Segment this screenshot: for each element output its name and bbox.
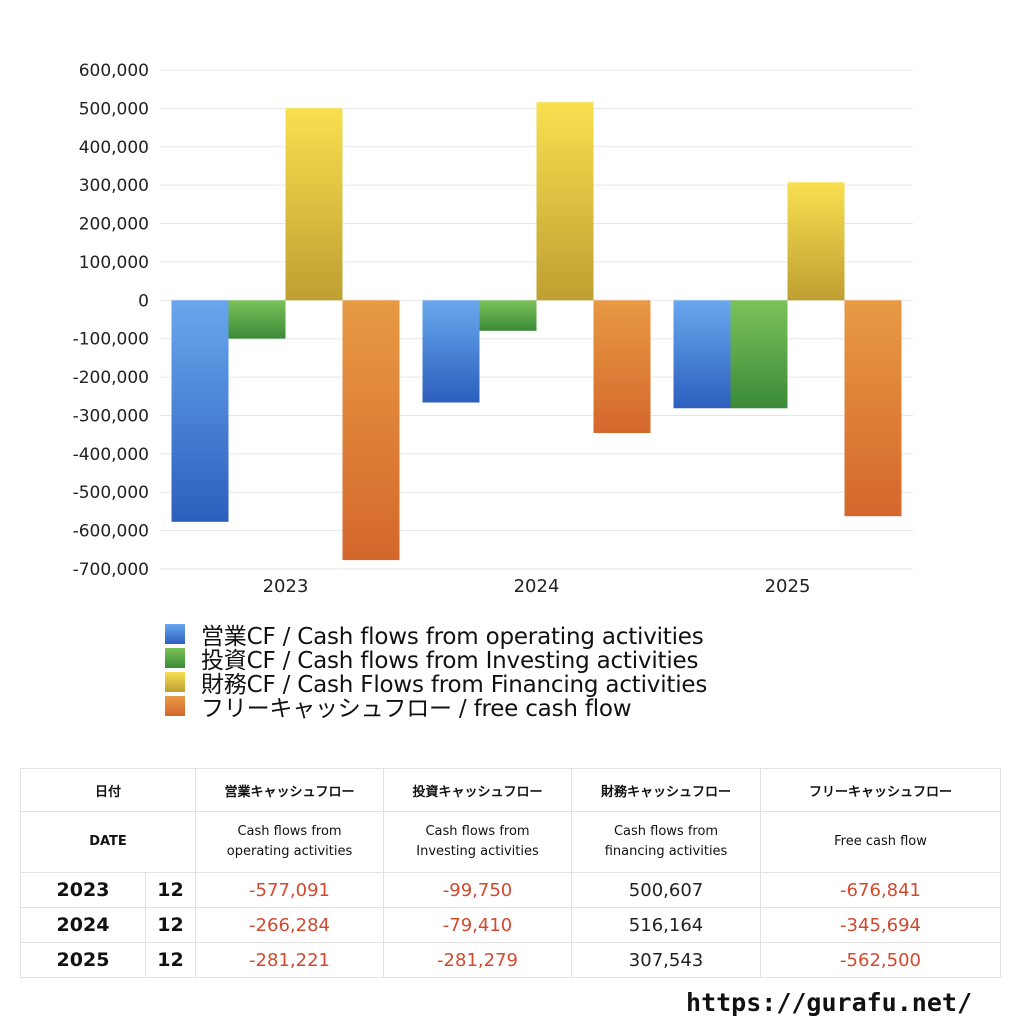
bar-investing-2025 <box>730 300 788 409</box>
row-financing: 516,164 <box>571 907 762 943</box>
legend-item-operating: 営業CF / Cash flows from operating activit… <box>165 622 707 650</box>
bar-operating-2023 <box>171 300 229 522</box>
x-tick-label: 2024 <box>514 576 560 597</box>
legend-swatch-financing <box>165 672 185 692</box>
row-year: 2025 <box>20 942 146 978</box>
table-header-jp: 日付 営業キャッシュフロー 投資キャッシュフロー 財務キャッシュフロー フリーキ… <box>19 768 1002 812</box>
legend-item-financing: 財務CF / Cash Flows from Financing activit… <box>165 670 707 698</box>
row-month: 12 <box>144 942 197 978</box>
row-month: 12 <box>144 872 197 908</box>
header-date-en: DATE <box>19 811 197 873</box>
y-tick-label: 300,000 <box>79 176 149 196</box>
row-fcf: -676,841 <box>760 872 1002 908</box>
y-tick-label: 0 <box>138 291 149 311</box>
row-fcf: -562,500 <box>760 942 1002 978</box>
bar-operating-2025 <box>673 300 731 409</box>
y-tick-label: -600,000 <box>73 522 149 542</box>
y-tick-label: -500,000 <box>73 483 149 503</box>
row-month: 12 <box>144 907 197 943</box>
cash-flow-bar-chart: 600,000 500,000 400,000 300,000 200,000 100,0… <box>73 61 913 597</box>
row-year: 2024 <box>20 907 146 943</box>
y-tick-label: 200,000 <box>79 215 149 235</box>
bar-free-cash-flow-2023 <box>342 300 400 561</box>
x-tick-label: 2023 <box>263 576 309 597</box>
row-fcf: -345,694 <box>760 907 1002 943</box>
legend-label-financing: 財務CF / Cash Flows from Financing activit… <box>201 672 708 698</box>
header-fcf-en: Free cash flow <box>760 811 1002 873</box>
y-tick-label: 400,000 <box>79 138 149 158</box>
row-operating: -266,284 <box>195 907 385 943</box>
row-year: 2023 <box>20 872 146 908</box>
y-tick-label: 100,000 <box>79 253 149 273</box>
header-fcf-jp: フリーキャッシュフロー <box>760 768 1002 812</box>
header-investing-en: Cash flows from Investing activities <box>383 811 573 873</box>
row-financing: 500,607 <box>571 872 762 908</box>
y-tick-label: -300,000 <box>73 406 149 426</box>
y-tick-label: -200,000 <box>73 368 149 388</box>
row-investing: -99,750 <box>383 872 573 908</box>
y-axis-ticks: 600,000 500,000 400,000 300,000 200,000 100,0… <box>73 61 149 580</box>
x-axis-ticks: 2023 2024 2025 <box>263 576 811 597</box>
table-header-en: DATE Cash flows from operating activitie… <box>19 811 1002 873</box>
row-investing: -79,410 <box>383 907 573 943</box>
legend-item-free-cash-flow: フリーキャッシュフロー / free cash flow <box>165 694 707 722</box>
row-financing: 307,543 <box>571 942 762 978</box>
bar-financing-2024 <box>536 102 594 301</box>
bar-operating-2024 <box>422 300 480 403</box>
row-operating: -281,221 <box>195 942 385 978</box>
bar-free-cash-flow-2025 <box>844 300 902 517</box>
y-tick-label: -700,000 <box>73 560 149 580</box>
legend-label-operating: 営業CF / Cash flows from operating activit… <box>201 624 704 650</box>
header-date-jp: 日付 <box>19 768 197 812</box>
y-tick-label: 500,000 <box>79 99 149 119</box>
y-tick-label: -400,000 <box>73 445 149 465</box>
legend-swatch-free-cash-flow <box>165 696 185 716</box>
bar-financing-2025 <box>787 182 845 301</box>
table-row: 2024 12 -266,284 -79,410 516,164 -345,69… <box>20 907 1002 943</box>
bar-investing-2024 <box>479 300 537 331</box>
bar-investing-2023 <box>228 300 286 339</box>
row-operating: -577,091 <box>195 872 385 908</box>
legend-label-free-cash-flow: フリーキャッシュフロー / free cash flow <box>201 696 632 722</box>
site-url: https://gurafu.net/ <box>686 988 972 1017</box>
header-financing-jp: 財務キャッシュフロー <box>571 768 762 812</box>
table-row: 2025 12 -281,221 -281,279 307,543 -562,5… <box>20 942 1002 978</box>
legend-item-investing: 投資CF / Cash flows from Investing activit… <box>165 646 707 674</box>
row-investing: -281,279 <box>383 942 573 978</box>
bar-financing-2023 <box>285 108 343 301</box>
header-operating-en: Cash flows from operating activities <box>195 811 385 873</box>
legend-label-investing: 投資CF / Cash flows from Investing activit… <box>201 648 699 674</box>
header-investing-jp: 投資キャッシュフロー <box>383 768 573 812</box>
legend-swatch-operating <box>165 624 185 644</box>
table-row: 2023 12 -577,091 -99,750 500,607 -676,84… <box>20 872 1002 908</box>
bar-free-cash-flow-2024 <box>593 300 651 434</box>
x-tick-label: 2025 <box>765 576 811 597</box>
y-tick-label: -100,000 <box>73 330 149 350</box>
legend: 営業CF / Cash flows from operating activit… <box>165 622 707 722</box>
cash-flow-table: 日付 営業キャッシュフロー 投資キャッシュフロー 財務キャッシュフロー フリーキ… <box>19 768 1002 978</box>
bars <box>171 102 902 561</box>
legend-swatch-investing <box>165 648 185 668</box>
header-operating-jp: 営業キャッシュフロー <box>195 768 385 812</box>
header-financing-en: Cash flows from financing activities <box>571 811 762 873</box>
y-tick-label: 600,000 <box>79 61 149 81</box>
